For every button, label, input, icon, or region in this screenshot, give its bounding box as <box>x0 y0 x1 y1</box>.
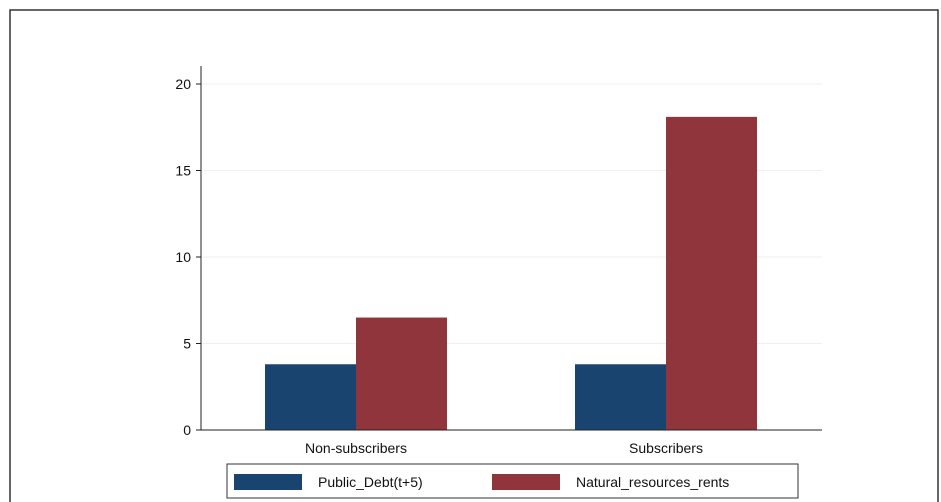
y-tick-label: 15 <box>175 163 191 179</box>
axes <box>200 66 822 431</box>
legend: Public_Debt(t+5) Natural_resources_rents <box>226 463 799 499</box>
bar-public-debt-subscribers <box>575 364 666 430</box>
y-tick-label: 5 <box>183 336 191 352</box>
y-tick-label: 20 <box>175 76 191 92</box>
x-tick-label: Subscribers <box>629 440 703 456</box>
bars <box>265 116 757 431</box>
bar-natural-resources-subscribers <box>666 116 757 431</box>
x-tick-label: Non-subscribers <box>305 440 407 456</box>
bar-natural-resources-non-subscribers <box>356 317 447 430</box>
legend-label-natural-resources: Natural_resources_rents <box>576 474 729 490</box>
legend-swatch-natural-resources <box>492 474 560 490</box>
bar-public-debt-non-subscribers <box>265 364 356 430</box>
outer-frame <box>9 9 939 502</box>
x-tick-labels: Non-subscribers Subscribers <box>305 440 703 456</box>
y-ticks: 0 5 10 15 20 <box>175 76 201 438</box>
legend-label-public-debt: Public_Debt(t+5) <box>318 474 423 490</box>
legend-swatch-public-debt <box>234 474 302 490</box>
y-tick-label: 0 <box>183 422 191 438</box>
y-tick-label: 10 <box>175 249 191 265</box>
